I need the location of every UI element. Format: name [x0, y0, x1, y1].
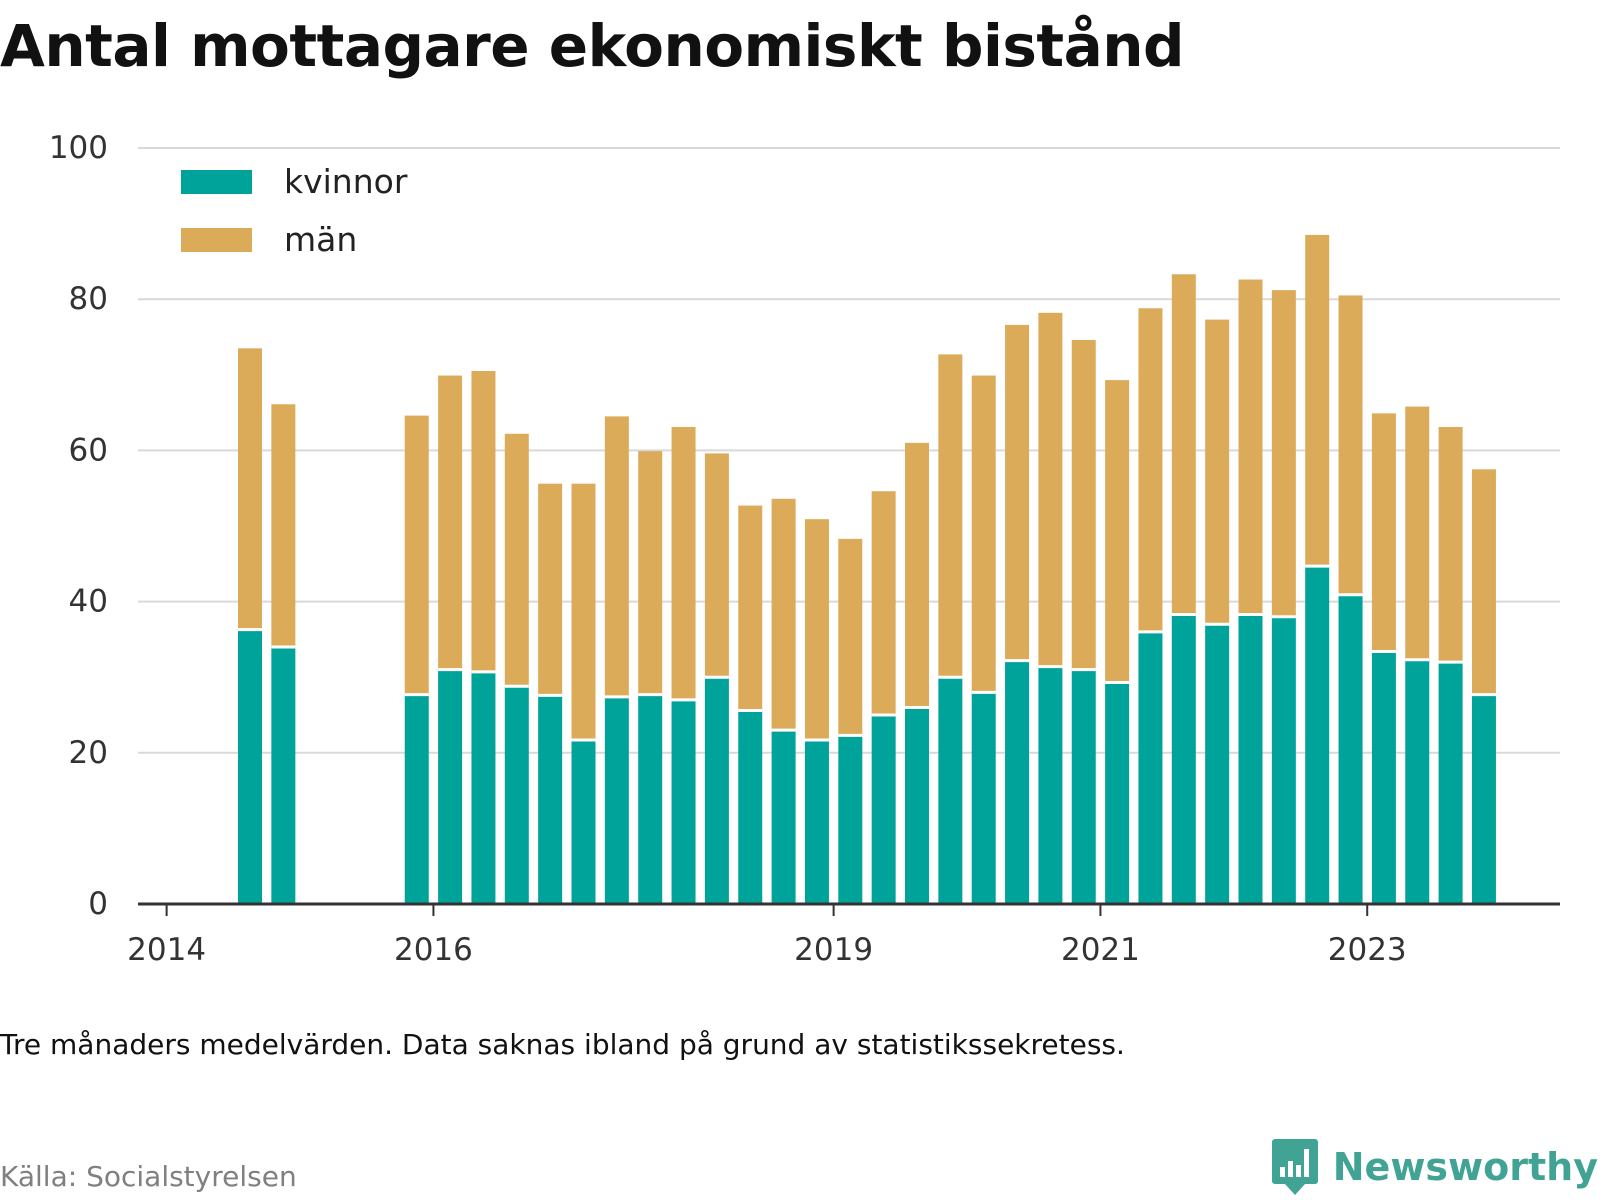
x-tick-label: 2016: [394, 932, 473, 968]
bar-kvinnor: [1171, 614, 1196, 904]
bar-kvinnor: [1338, 594, 1363, 904]
x-tick-label: 2014: [127, 932, 206, 968]
bar-man: [838, 538, 863, 736]
bar-man: [738, 505, 763, 711]
bar-man: [1138, 308, 1163, 632]
axes: 0 20 40 60 80 100 2014 2016 2019 2021 2023: [49, 130, 1560, 968]
y-tick-label: 20: [69, 735, 108, 771]
bar-man: [1205, 319, 1230, 625]
bar-kvinnor: [1105, 682, 1130, 904]
legend: kvinnor män: [181, 162, 408, 259]
bar-kvinnor: [604, 696, 629, 904]
bar-kvinnor: [404, 694, 429, 904]
bar-man: [1105, 380, 1130, 683]
bar-kvinnor: [938, 677, 963, 904]
bar-kvinnor: [1138, 631, 1163, 904]
stacked-bar-chart: 0 20 40 60 80 100 2014 2016 2019 2021 2023 kvinnor…: [49, 130, 1560, 968]
bar-man: [1071, 340, 1096, 670]
bar-kvinnor: [238, 629, 262, 904]
bar-man: [1005, 324, 1030, 661]
y-tick-label: 40: [69, 584, 108, 620]
y-tick-label: 100: [49, 130, 108, 166]
bar-man: [438, 375, 463, 670]
bar-kvinnor: [438, 669, 463, 904]
bar-kvinnor: [571, 739, 596, 904]
bar-kvinnor: [638, 694, 663, 904]
bar-kvinnor: [1438, 662, 1463, 904]
bar-man: [1238, 279, 1263, 615]
brand-logo: Newsworthy: [1271, 1137, 1598, 1197]
bar-kvinnor: [905, 707, 929, 904]
bar-kvinnor: [704, 677, 729, 904]
bar-man: [604, 416, 629, 697]
x-tick-label: 2023: [1328, 932, 1407, 968]
bar-kvinnor: [1071, 669, 1096, 904]
bar-man: [1271, 290, 1296, 617]
bar-kvinnor: [271, 646, 296, 904]
bar-kvinnor: [738, 710, 763, 904]
bar-man: [238, 348, 262, 630]
brand-name: Newsworthy: [1332, 1145, 1598, 1189]
bar-man: [704, 453, 729, 678]
bar-man: [404, 415, 429, 695]
legend-label: kvinnor: [284, 162, 408, 201]
bar-man: [1338, 295, 1363, 595]
bar-kvinnor: [1005, 660, 1030, 904]
bars: [238, 234, 1496, 904]
bar-man: [571, 483, 596, 740]
bar-kvinnor: [838, 735, 863, 904]
bar-kvinnor: [971, 692, 996, 904]
y-tick-label: 0: [88, 886, 108, 922]
bar-kvinnor: [1471, 694, 1496, 904]
bar-man: [971, 375, 996, 693]
y-tick-label: 60: [69, 432, 108, 468]
bar-man: [905, 442, 929, 708]
bar-kvinnor: [671, 699, 696, 904]
chart-title: Antal mottagare ekonomiskt bistånd: [0, 12, 1185, 80]
bar-kvinnor: [771, 730, 796, 904]
bar-man: [671, 426, 696, 700]
bar-man: [1438, 426, 1463, 663]
bar-man: [1371, 413, 1396, 652]
bar-man: [1405, 406, 1430, 660]
source-label: Källa: Socialstyrelsen: [0, 1160, 297, 1193]
bar-man: [538, 483, 563, 696]
bar-man: [771, 498, 796, 731]
legend-swatch: [181, 228, 252, 252]
bar-kvinnor: [871, 715, 896, 904]
newsworthy-logo-icon: [1271, 1139, 1318, 1195]
bar-man: [638, 451, 663, 695]
bar-kvinnor: [1271, 616, 1296, 904]
bar-man: [471, 371, 496, 672]
bar-kvinnor: [1238, 614, 1263, 904]
bar-kvinnor: [804, 739, 829, 904]
bar-kvinnor: [538, 695, 563, 904]
bar-kvinnor: [1038, 666, 1063, 904]
legend-label: män: [284, 220, 357, 259]
legend-swatch: [181, 170, 252, 194]
bar-man: [1038, 312, 1063, 667]
bar-kvinnor: [1205, 624, 1230, 904]
y-tick-label: 80: [69, 281, 108, 317]
bar-man: [504, 433, 529, 687]
bar-kvinnor: [1305, 566, 1330, 904]
bar-man: [871, 491, 896, 715]
bar-man: [1171, 274, 1196, 615]
bar-man: [1471, 469, 1496, 695]
chart-note: Tre månaders medelvärden. Data saknas ib…: [0, 1028, 1125, 1061]
bar-man: [271, 404, 296, 647]
bar-kvinnor: [471, 671, 496, 904]
bar-man: [1305, 234, 1330, 567]
x-tick-label: 2021: [1061, 932, 1140, 968]
bar-kvinnor: [1405, 659, 1430, 904]
bar-man: [804, 519, 829, 740]
x-tick-label: 2019: [794, 932, 873, 968]
bar-man: [938, 354, 963, 678]
bar-kvinnor: [1371, 651, 1396, 904]
bar-kvinnor: [504, 686, 529, 904]
